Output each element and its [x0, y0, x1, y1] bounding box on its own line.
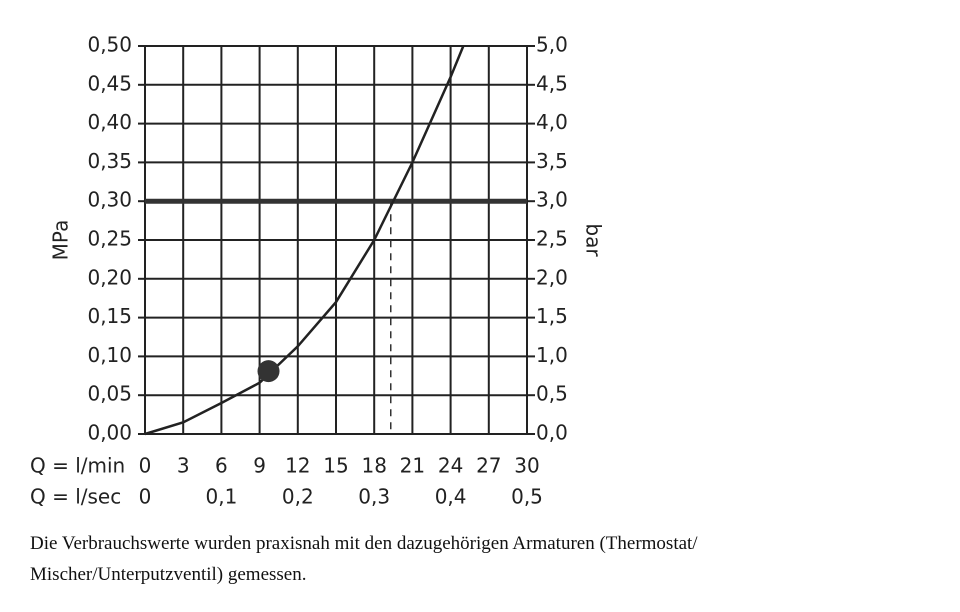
y2-tick-label: 4,0 [536, 110, 568, 134]
y-tick-label: 0,40 [87, 110, 132, 134]
x2-tick-label: 0,2 [282, 485, 314, 509]
y-tick-label: 0,15 [87, 304, 132, 328]
x2-axis-label: Q = l/sec [30, 485, 121, 509]
y2-tick-label: 4,5 [536, 71, 568, 95]
marker [257, 360, 280, 383]
x2-tick-label: 0,4 [435, 485, 467, 509]
x-tick-label: 9 [253, 454, 266, 478]
y2-tick-label: 0,0 [536, 421, 568, 445]
y-axis-label: MPa [49, 220, 73, 261]
y-tick-label: 0,10 [87, 343, 132, 367]
x-tick-label: 27 [476, 454, 501, 478]
y2-tick-label: 1,0 [536, 343, 568, 367]
caption-line: Mischer/Unterputzventil) gemessen. [30, 564, 307, 585]
x2-tick-label: 0,3 [358, 485, 390, 509]
x-tick-label: 30 [514, 454, 539, 478]
x-tick-label: 12 [285, 454, 310, 478]
x-tick-label: 15 [323, 454, 348, 478]
x-tick-label: 0 [139, 454, 152, 478]
y2-tick-label: 2,5 [536, 227, 568, 251]
y-tick-label: 0,00 [87, 421, 132, 445]
x-tick-label: 18 [361, 454, 386, 478]
y-tick-label: 0,50 [87, 33, 132, 57]
x-tick-label: 6 [215, 454, 228, 478]
x-tick-label: 3 [177, 454, 190, 478]
y-tick-label: 0,20 [87, 265, 132, 289]
x2-tick-label: 0,5 [511, 485, 543, 509]
x2-tick-label: 0,1 [205, 485, 237, 509]
x-tick-label: 21 [400, 454, 425, 478]
y2-tick-label: 5,0 [536, 33, 568, 57]
y-tick-label: 0,30 [87, 188, 132, 212]
x-axis-label: Q = l/min [30, 454, 125, 478]
y2-tick-label: 2,0 [536, 265, 568, 289]
y2-tick-label: 3,0 [536, 188, 568, 212]
y2-tick-label: 0,5 [536, 382, 568, 406]
chart: MPa bar Q = l/min Q = l/sec 0,000,050,10… [30, 33, 606, 509]
y2-axis-label: bar [582, 223, 606, 257]
y-tick-label: 0,05 [87, 382, 132, 406]
x-tick-label: 24 [438, 454, 463, 478]
y2-tick-label: 1,5 [536, 304, 568, 328]
caption-line: Die Verbrauchswerte wurden praxisnah mit… [30, 533, 698, 554]
y-tick-label: 0,35 [87, 149, 132, 173]
y2-tick-label: 3,5 [536, 149, 568, 173]
y-tick-label: 0,45 [87, 71, 132, 95]
curve [144, 45, 465, 436]
x2-tick-label: 0 [139, 485, 152, 509]
y-tick-label: 0,25 [87, 227, 132, 251]
